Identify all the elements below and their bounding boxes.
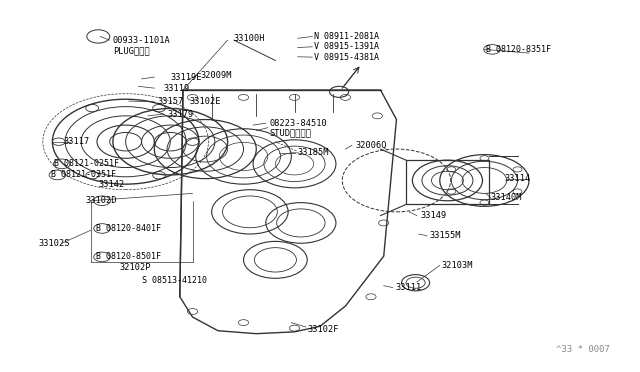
Text: 32009M: 32009M bbox=[201, 71, 232, 80]
Text: V 08915-4381A: V 08915-4381A bbox=[314, 53, 379, 62]
Text: V 08915-1391A: V 08915-1391A bbox=[314, 42, 379, 51]
Text: 33100H: 33100H bbox=[234, 34, 266, 43]
Text: 32103M: 32103M bbox=[441, 261, 472, 270]
Text: 33111: 33111 bbox=[395, 283, 422, 292]
Text: 33155M: 33155M bbox=[429, 231, 461, 240]
Text: 33142: 33142 bbox=[99, 180, 125, 189]
Text: B 08121-0251F: B 08121-0251F bbox=[54, 159, 118, 169]
Text: 08223-84510: 08223-84510 bbox=[269, 119, 327, 128]
Text: 33149: 33149 bbox=[420, 211, 447, 220]
Text: 33185M: 33185M bbox=[298, 148, 329, 157]
Text: 33179: 33179 bbox=[167, 109, 193, 119]
Text: 32102P: 32102P bbox=[119, 263, 151, 272]
Text: 00933-1101A: 00933-1101A bbox=[113, 36, 171, 45]
Text: B 08121-0351F: B 08121-0351F bbox=[51, 170, 116, 179]
Text: B 08120-8401F: B 08120-8401F bbox=[96, 224, 161, 233]
Text: 33102F: 33102F bbox=[307, 325, 339, 334]
Bar bbox=[406, 160, 489, 205]
Text: 33102D: 33102D bbox=[86, 196, 117, 205]
Text: 33117: 33117 bbox=[64, 137, 90, 146]
Text: 33157: 33157 bbox=[157, 97, 184, 106]
Text: ^33 * 0007: ^33 * 0007 bbox=[556, 345, 610, 354]
Text: 33102S: 33102S bbox=[38, 239, 70, 248]
Text: 33119: 33119 bbox=[164, 84, 190, 93]
Text: B 08120-8351F: B 08120-8351F bbox=[486, 45, 550, 54]
Text: 32006Q: 32006Q bbox=[355, 141, 387, 150]
Text: 33102E: 33102E bbox=[189, 97, 221, 106]
Text: S 08513-41210: S 08513-41210 bbox=[141, 276, 207, 285]
Text: 33114: 33114 bbox=[505, 174, 531, 183]
Text: STUDスタッド: STUDスタッド bbox=[269, 128, 311, 137]
Text: 33119E: 33119E bbox=[170, 73, 202, 81]
Text: PLUGプラグ: PLUGプラグ bbox=[113, 47, 150, 56]
Text: 33140M: 33140M bbox=[491, 193, 522, 202]
Text: N 08911-2081A: N 08911-2081A bbox=[314, 32, 379, 41]
Text: B 08120-8501F: B 08120-8501F bbox=[96, 252, 161, 262]
